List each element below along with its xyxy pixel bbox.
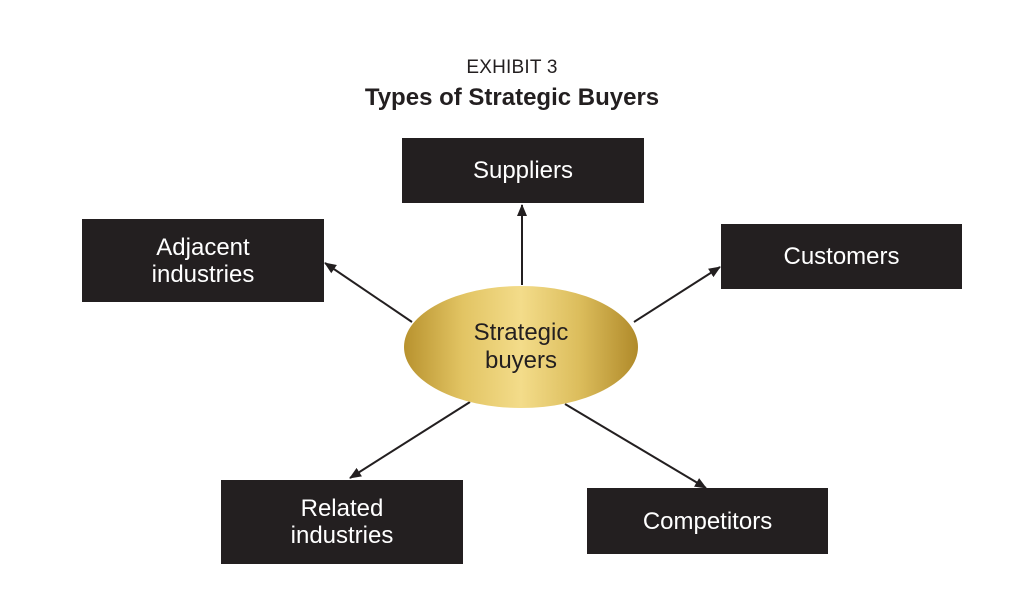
arrow-to-competitors bbox=[564, 403, 707, 489]
diagram-title: Types of Strategic Buyers bbox=[364, 84, 660, 111]
exhibit-label: EXHIBIT 3 bbox=[466, 57, 558, 78]
node-customers: Customers bbox=[721, 224, 962, 289]
node-related-industries: Related industries bbox=[221, 480, 463, 564]
arrow-to-adjacent-industries bbox=[324, 262, 413, 323]
node-competitors: Competitors bbox=[587, 488, 828, 554]
node-suppliers: Suppliers bbox=[402, 138, 644, 203]
arrow-to-customers bbox=[633, 266, 721, 323]
arrow-to-related-industries bbox=[349, 401, 471, 479]
strategic-buyers-ellipse bbox=[404, 286, 638, 408]
node-adjacent-industries: Adjacent industries bbox=[82, 219, 324, 302]
strategic-buyers-label: Strategic buyers bbox=[473, 319, 569, 374]
